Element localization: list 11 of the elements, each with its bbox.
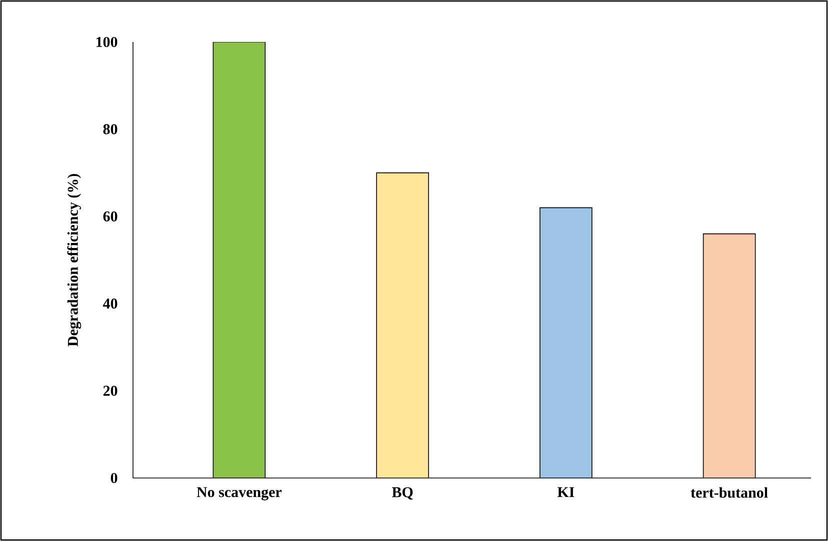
y-tick-label: 0 <box>110 472 118 484</box>
y-tick-label: 40 <box>103 298 118 309</box>
y-tick-label: 60 <box>103 211 118 222</box>
x-tick-label: BQ <box>392 487 413 500</box>
x-tick-label: KI <box>557 487 574 498</box>
y-tick-label: 20 <box>103 386 118 396</box>
y-tick-label: 100 <box>96 36 118 48</box>
x-tick-label: No scavenger <box>196 487 282 500</box>
y-tick-label: 80 <box>103 124 118 134</box>
x-tick-label: tert-butanol <box>690 487 768 498</box>
y-axis-title: Degradation efficiency (%) <box>67 174 82 346</box>
